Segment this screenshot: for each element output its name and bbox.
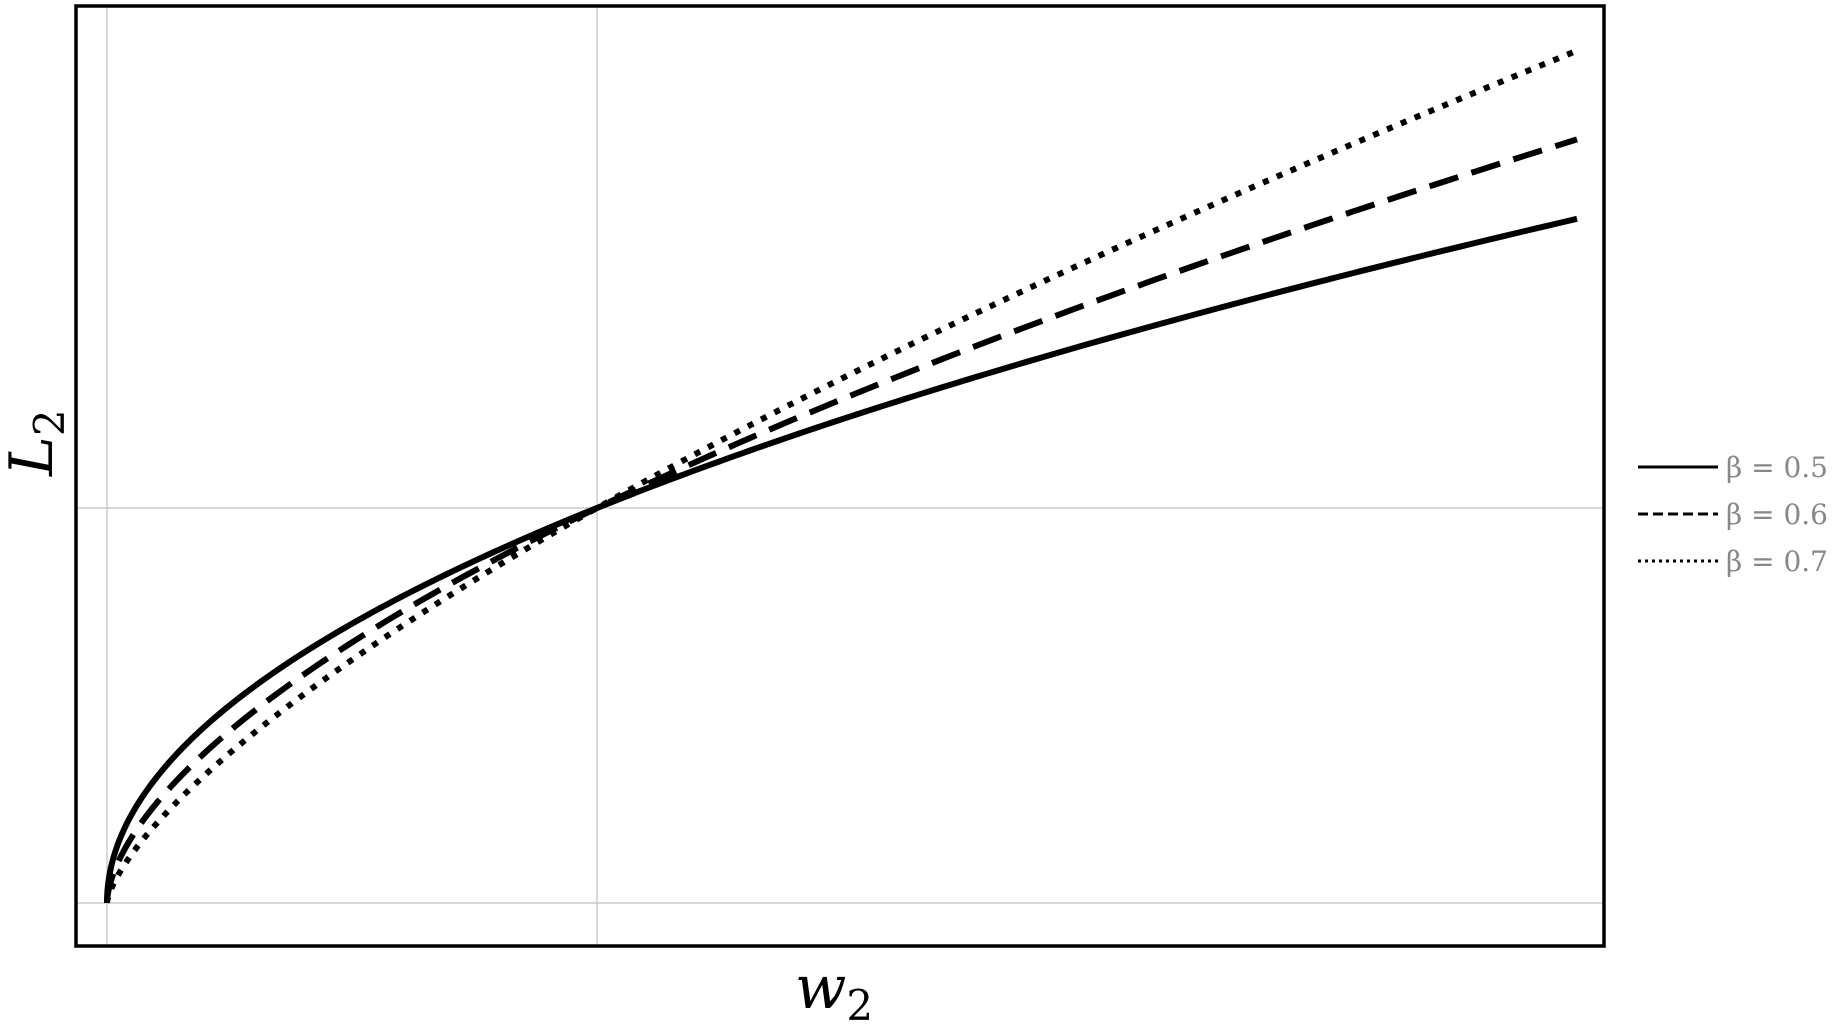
plot-frame [74, 4, 1606, 948]
series-line-2 [104, 136, 1578, 904]
grid-lines [76, 6, 1604, 946]
y-axis-label: L2 [0, 409, 74, 477]
legend-label-2: β = 0.6 [1726, 498, 1828, 531]
legend: β = 0.5 β = 0.6 β = 0.7 [1638, 451, 1828, 578]
x-axis-label: w2 [795, 953, 873, 1024]
series-line-3 [104, 47, 1579, 904]
series-lines [104, 47, 1579, 904]
series-line-1 [104, 215, 1578, 904]
legend-label-1: β = 0.5 [1726, 451, 1828, 484]
legend-label-3: β = 0.7 [1726, 545, 1828, 578]
